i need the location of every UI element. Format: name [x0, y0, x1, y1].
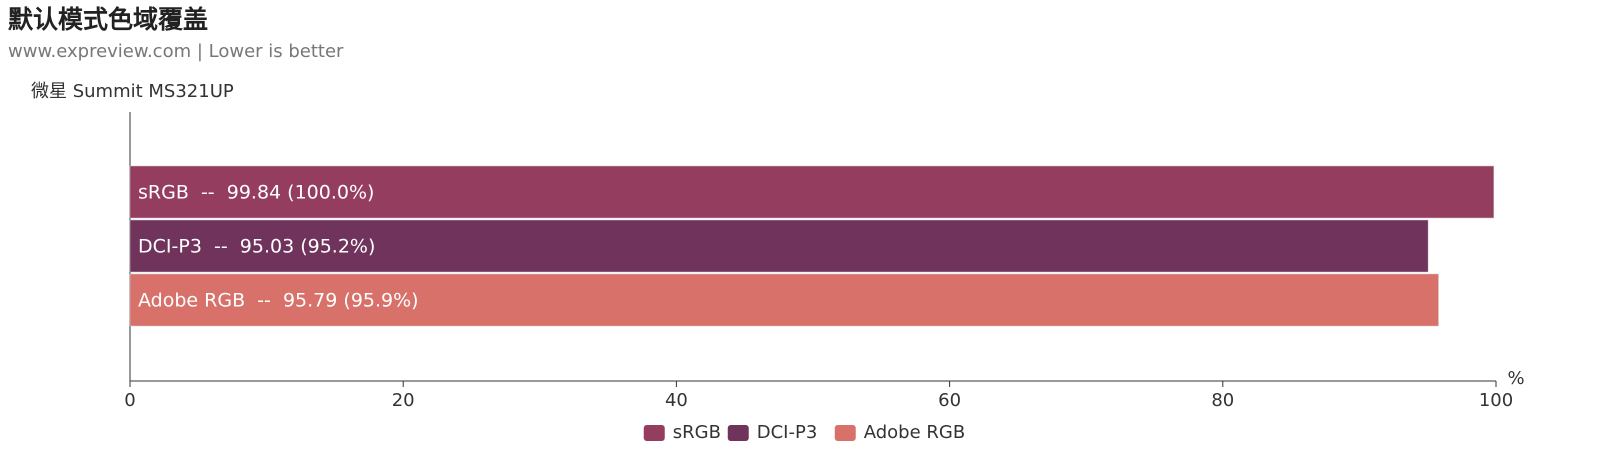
x-tick-label: 100	[1479, 390, 1513, 411]
bar	[129, 273, 1439, 327]
data-label: DCI-P3 -- 95.03 (95.2%)	[138, 236, 375, 258]
chart-title: 默认模式色域覆盖	[8, 5, 208, 34]
chart-subtitle: www.expreview.com | Lower is better	[8, 41, 344, 62]
legend-label: Adobe RGB	[864, 422, 965, 443]
x-tick-label: 60	[938, 390, 961, 411]
x-tick-label: 80	[1211, 390, 1234, 411]
legend-label: DCI-P3	[757, 422, 818, 443]
x-tick-label: 0	[124, 390, 135, 411]
bar	[129, 219, 1429, 273]
data-label: Adobe RGB -- 95.79 (95.9%)	[138, 290, 419, 312]
x-axis-label: %	[1507, 368, 1524, 389]
legend-label: sRGB	[673, 422, 721, 443]
data-label: sRGB -- 99.84 (100.0%)	[138, 182, 374, 204]
bar	[129, 165, 1495, 219]
x-tick-label: 20	[392, 390, 415, 411]
x-tick-label: 40	[665, 390, 688, 411]
legend-swatch	[834, 425, 856, 441]
category-label: 微星 Summit MS321UP	[31, 81, 234, 102]
legend-swatch	[727, 425, 749, 441]
legend-swatch	[643, 425, 665, 441]
